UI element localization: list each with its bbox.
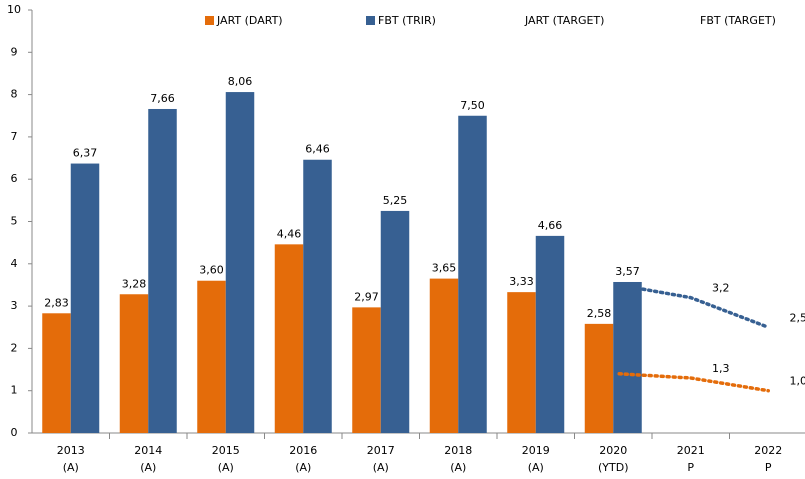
bar (380, 210, 410, 433)
bar (148, 108, 177, 434)
data-label: 7,50 (460, 99, 485, 112)
y-tick-label: 6 (11, 172, 18, 185)
bar (507, 292, 536, 433)
x-tick-label: 2020 (599, 444, 627, 457)
data-label: 3,65 (432, 262, 457, 275)
x-tick-label: 2016 (289, 444, 317, 457)
x-tick-label: P (687, 461, 694, 474)
data-label: 2,58 (587, 307, 612, 320)
y-tick-label: 2 (11, 341, 18, 354)
bar (613, 281, 642, 433)
x-tick-label: (A) (450, 461, 466, 474)
bar (197, 280, 226, 433)
bar (274, 244, 304, 433)
bar (303, 159, 332, 433)
x-tick-label: (A) (63, 461, 79, 474)
bar (429, 278, 459, 433)
legend-label: FBT (TRIR) (378, 14, 436, 27)
bar (42, 313, 71, 433)
data-label: 2,83 (44, 296, 69, 309)
x-tick-label: 2019 (522, 444, 550, 457)
y-tick-label: 0 (11, 426, 18, 439)
data-label: 3,33 (509, 275, 534, 288)
x-tick-label: 2014 (134, 444, 162, 457)
data-label: 5,25 (383, 194, 408, 207)
x-tick-label: 2013 (57, 444, 85, 457)
y-tick-label: 9 (11, 45, 18, 58)
bar (119, 294, 149, 433)
legend-swatch (366, 16, 375, 25)
data-label: 3,57 (615, 265, 640, 278)
data-label: 6,46 (305, 143, 330, 156)
data-label: 8,06 (228, 75, 253, 88)
x-tick-label: 2018 (444, 444, 472, 457)
legend-label: FBT (TARGET) (700, 14, 776, 27)
x-tick-label: (YTD) (598, 461, 629, 474)
x-tick-label: 2017 (367, 444, 395, 457)
bar (584, 323, 614, 433)
target-line (617, 283, 770, 329)
legend-label: JART (DART) (216, 14, 283, 27)
x-tick-label: (A) (295, 461, 311, 474)
y-tick-label: 5 (11, 215, 18, 228)
target-line (617, 372, 770, 393)
data-label: 1,0 (790, 375, 805, 388)
data-label: 2,97 (354, 290, 379, 303)
bar (70, 163, 100, 433)
data-label: 6,37 (73, 147, 98, 160)
data-label: 4,46 (277, 227, 302, 240)
y-tick-label: 7 (11, 130, 18, 143)
data-label: 2,5 (790, 311, 805, 324)
bar (535, 235, 565, 433)
x-tick-label: (A) (373, 461, 389, 474)
x-tick-label: P (765, 461, 772, 474)
y-tick-label: 10 (7, 3, 21, 16)
data-label: 3,60 (199, 264, 224, 277)
data-label: 1,3 (712, 362, 730, 375)
legend-swatch (205, 16, 214, 25)
bar (225, 92, 255, 433)
x-tick-label: 2021 (677, 444, 705, 457)
bar (458, 115, 487, 433)
x-tick-label: 2015 (212, 444, 240, 457)
x-tick-label: (A) (528, 461, 544, 474)
data-label: 3,28 (122, 277, 147, 290)
y-tick-label: 4 (11, 257, 18, 270)
data-label: 7,66 (150, 92, 175, 105)
data-label: 3,2 (712, 282, 730, 295)
y-tick-label: 8 (11, 88, 18, 101)
bar (352, 307, 381, 433)
y-tick-label: 3 (11, 299, 18, 312)
x-tick-label: (A) (218, 461, 234, 474)
legend-label: JART (TARGET) (524, 14, 604, 27)
y-tick-label: 1 (11, 384, 18, 397)
data-label: 4,66 (538, 219, 563, 232)
x-tick-label: 2022 (754, 444, 782, 457)
x-tick-label: (A) (140, 461, 156, 474)
